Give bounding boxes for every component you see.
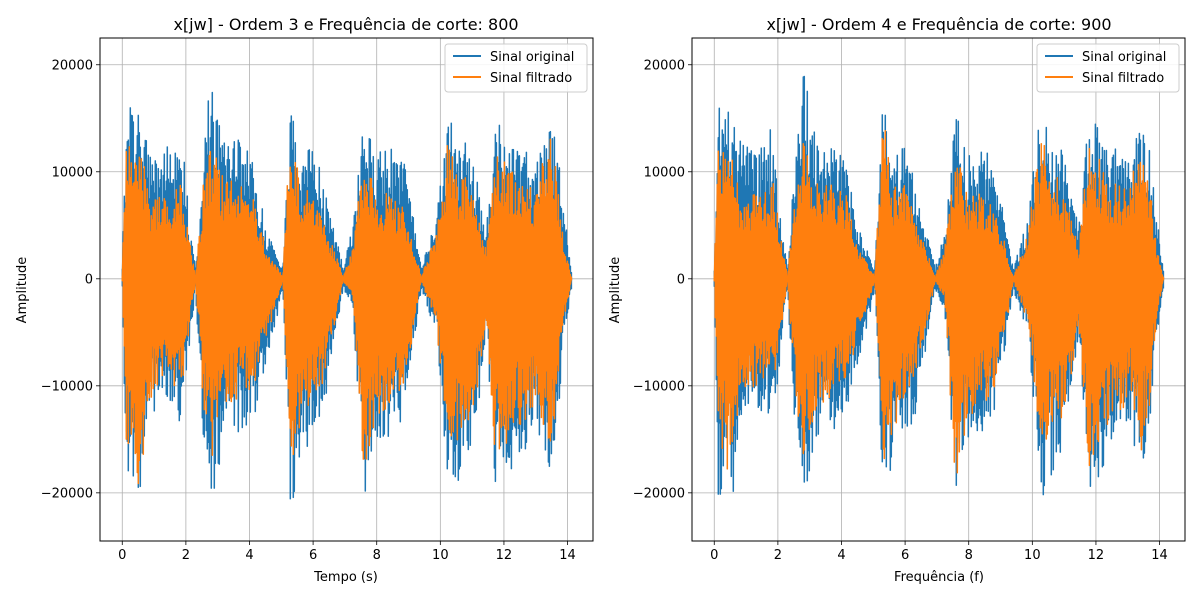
chart-right: x[jw] - Ordem 4 e Frequência de corte: 9… (608, 15, 1186, 585)
legend-label-filtered: Sinal filtrado (1082, 71, 1164, 86)
legend: Sinal original Sinal filtrado (444, 43, 588, 93)
plot-area (713, 75, 1165, 496)
x-tick-label: 6 (309, 548, 317, 563)
y-tick-label: 20000 (52, 58, 93, 73)
axes-frame (99, 37, 594, 542)
x-tick-label: 2 (774, 548, 782, 563)
x-tick-label: 10 (432, 548, 449, 563)
y-tick-label: −10000 (633, 379, 685, 394)
legend: Sinal original Sinal filtrado (1036, 43, 1180, 93)
y-tick-label: −20000 (633, 486, 685, 501)
y-tick-label: 10000 (52, 165, 93, 180)
x-axis-label: Frequência (f) (894, 570, 984, 585)
x-tick-label: 10 (1024, 548, 1041, 563)
x-tick-label: 12 (1088, 548, 1105, 563)
x-tick-label: 8 (965, 548, 973, 563)
x-tick-label: 12 (496, 548, 513, 563)
x-tick-label: 14 (559, 548, 576, 563)
y-tick-label: 10000 (644, 165, 685, 180)
legend-label-original: Sinal original (1082, 50, 1166, 65)
axes-frame (691, 37, 1186, 542)
y-axis-label: Amplitude (608, 257, 623, 324)
x-tick-label: 0 (710, 548, 718, 563)
y-axis-label: Amplitude (15, 257, 30, 324)
y-tick-label: −20000 (41, 486, 93, 501)
ticks: 0 2 4 6 8 10 12 14 −20000 −10000 0 10000 20000 (633, 58, 1168, 563)
chart-left: x[jw] - Ordem 3 e Frequência de corte: 8… (15, 15, 594, 585)
legend-label-original: Sinal original (490, 50, 574, 65)
x-axis-label: Tempo (s) (313, 570, 378, 585)
series-line-filtered (713, 130, 1165, 474)
x-tick-label: 4 (837, 548, 845, 563)
y-tick-label: 0 (677, 272, 685, 287)
ticks: 0 2 4 6 8 10 12 14 −20000 −10000 0 10000 20000 (41, 58, 576, 563)
y-tick-label: 0 (85, 272, 93, 287)
x-tick-label: 14 (1151, 548, 1168, 563)
y-tick-label: 20000 (644, 58, 685, 73)
y-tick-label: −10000 (41, 379, 93, 394)
x-tick-label: 2 (182, 548, 190, 563)
series-line-filtered (121, 138, 573, 485)
chart-title: x[jw] - Ordem 3 e Frequência de corte: 8… (173, 15, 518, 34)
plot-area (121, 91, 573, 500)
legend-label-filtered: Sinal filtrado (490, 71, 572, 86)
chart-title: x[jw] - Ordem 4 e Frequência de corte: 9… (766, 15, 1111, 34)
x-tick-label: 0 (118, 548, 126, 563)
x-tick-label: 4 (245, 548, 253, 563)
x-tick-label: 8 (373, 548, 381, 563)
x-tick-label: 6 (901, 548, 909, 563)
